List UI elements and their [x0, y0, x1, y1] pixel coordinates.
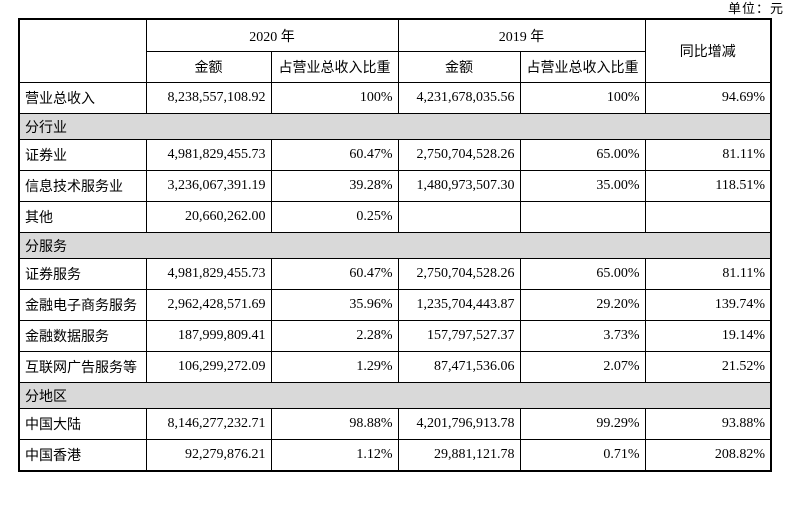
section-label: 分服务 [18, 232, 772, 259]
ratio-2019-cell: 65.00% [519, 258, 646, 290]
yoy-cell: 208.82% [644, 439, 772, 472]
section-row-by-service: 分服务 [18, 232, 772, 259]
amount-2019-cell: 1,235,704,443.87 [397, 289, 521, 321]
amount-2019-cell: 2,750,704,528.26 [397, 258, 521, 290]
table-row-hong-kong-china: 中国香港 92,279,876.21 1.12% 29,881,121.78 0… [18, 439, 772, 472]
row-label: 中国大陆 [18, 408, 147, 440]
ratio-2019-cell: 3.73% [519, 320, 646, 352]
year-2020-header: 2020 年 [145, 18, 399, 52]
amount-2019-cell [397, 201, 521, 233]
amount-2019-cell: 87,471,536.06 [397, 351, 521, 383]
table-row-securities-industry: 证券业 4,981,829,455.73 60.47% 2,750,704,52… [18, 139, 772, 171]
amount-2019-cell: 2,750,704,528.26 [397, 139, 521, 171]
revenue-breakdown-table: 2020 年 2019 年 同比增减 金额 占营业总收入比重 金额 占营业总收入… [18, 18, 772, 472]
section-label: 分地区 [18, 382, 772, 409]
header-row-years: 2020 年 2019 年 同比增减 [18, 18, 772, 83]
amount-2019-cell: 4,201,796,913.78 [397, 408, 521, 440]
ratio-2020-cell: 2.28% [270, 320, 399, 352]
ratio-2019-cell: 65.00% [519, 139, 646, 171]
ratio-2020-cell: 1.29% [270, 351, 399, 383]
amount-2020-cell: 2,962,428,571.69 [145, 289, 272, 321]
ratio-2020-cell: 60.47% [270, 139, 399, 171]
yoy-cell [644, 201, 772, 233]
amount-2019-cell: 157,797,527.37 [397, 320, 521, 352]
row-label: 中国香港 [18, 439, 147, 472]
ratio-2020-cell: 1.12% [270, 439, 399, 472]
table-row-total-revenue: 营业总收入 8,238,557,108.92 100% 4,231,678,03… [18, 82, 772, 114]
year-2019-header: 2019 年 [397, 18, 646, 52]
ratio-2020-cell: 60.47% [270, 258, 399, 290]
table-row-other: 其他 20,660,262.00 0.25% [18, 201, 772, 233]
ratio-2020-cell: 35.96% [270, 289, 399, 321]
row-label: 证券服务 [18, 258, 147, 290]
amount-2020-cell: 8,238,557,108.92 [145, 82, 272, 114]
yoy-cell: 94.69% [644, 82, 772, 114]
row-label: 信息技术服务业 [18, 170, 147, 202]
table-row-internet-advertising-services: 互联网广告服务等 106,299,272.09 1.29% 87,471,536… [18, 351, 772, 383]
amount-2020-cell: 4,981,829,455.73 [145, 139, 272, 171]
corner-cell [18, 18, 147, 83]
amount-2019-cell: 4,231,678,035.56 [397, 82, 521, 114]
table-row-mainland-china: 中国大陆 8,146,277,232.71 98.88% 4,201,796,9… [18, 408, 772, 440]
ratio-2019-cell: 0.71% [519, 439, 646, 472]
row-label: 金融电子商务服务 [18, 289, 147, 321]
header-row-metrics: 金额 占营业总收入比重 金额 占营业总收入比重 [19, 51, 771, 83]
amount-2019-header: 金额 [397, 51, 521, 83]
row-label: 互联网广告服务等 [18, 351, 147, 383]
section-row-by-region: 分地区 [18, 382, 772, 409]
ratio-2019-cell: 35.00% [519, 170, 646, 202]
ratio-2020-header: 占营业总收入比重 [270, 51, 399, 83]
amount-2020-cell: 92,279,876.21 [145, 439, 272, 472]
ratio-2020-cell: 100% [270, 82, 399, 114]
table-row-financial-ecommerce-services: 金融电子商务服务 2,962,428,571.69 35.96% 1,235,7… [18, 289, 772, 321]
amount-2020-cell: 4,981,829,455.73 [145, 258, 272, 290]
amount-2019-cell: 1,480,973,507.30 [397, 170, 521, 202]
yoy-cell: 81.11% [644, 258, 772, 290]
unit-label: 单位：元 [727, 1, 784, 16]
yoy-cell: 21.52% [644, 351, 772, 383]
amount-2020-cell: 187,999,809.41 [145, 320, 272, 352]
table-row-financial-data-services: 金融数据服务 187,999,809.41 2.28% 157,797,527.… [18, 320, 772, 352]
yoy-cell: 118.51% [644, 170, 772, 202]
row-label: 营业总收入 [18, 82, 147, 114]
section-label: 分行业 [18, 113, 772, 140]
yoy-cell: 81.11% [644, 139, 772, 171]
yoy-cell: 139.74% [644, 289, 772, 321]
amount-2020-cell: 3,236,067,391.19 [145, 170, 272, 202]
yoy-cell: 19.14% [644, 320, 772, 352]
table-row-securities-services: 证券服务 4,981,829,455.73 60.47% 2,750,704,5… [18, 258, 772, 290]
table-row-it-services-industry: 信息技术服务业 3,236,067,391.19 39.28% 1,480,97… [18, 170, 772, 202]
amount-2020-cell: 20,660,262.00 [145, 201, 272, 233]
ratio-2020-cell: 98.88% [270, 408, 399, 440]
ratio-2019-cell: 99.29% [519, 408, 646, 440]
row-label: 其他 [18, 201, 147, 233]
yoy-change-header: 同比增减 [644, 18, 772, 83]
row-label: 证券业 [18, 139, 147, 171]
ratio-2019-cell: 29.20% [519, 289, 646, 321]
section-row-by-industry: 分行业 [18, 113, 772, 140]
yoy-cell: 93.88% [644, 408, 772, 440]
ratio-2019-cell: 100% [519, 82, 646, 114]
ratio-2020-cell: 39.28% [270, 170, 399, 202]
amount-2019-cell: 29,881,121.78 [397, 439, 521, 472]
ratio-2020-cell: 0.25% [270, 201, 399, 233]
amount-2020-header: 金额 [145, 51, 272, 83]
ratio-2019-cell: 2.07% [519, 351, 646, 383]
amount-2020-cell: 8,146,277,232.71 [145, 408, 272, 440]
row-label: 金融数据服务 [18, 320, 147, 352]
amount-2020-cell: 106,299,272.09 [145, 351, 272, 383]
ratio-2019-header: 占营业总收入比重 [519, 51, 646, 83]
ratio-2019-cell [519, 201, 646, 233]
